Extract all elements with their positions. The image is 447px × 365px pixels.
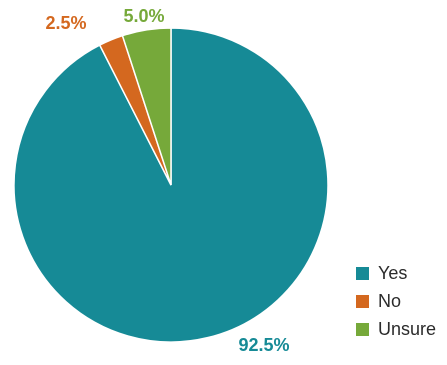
data-label-unsure: 5.0% [123, 6, 164, 26]
data-label-no: 2.5% [45, 13, 86, 33]
data-label-yes: 92.5% [238, 335, 289, 355]
legend-item-no: No [356, 287, 447, 315]
legend-item-yes: Yes [356, 259, 447, 287]
legend-label-yes: Yes [378, 263, 408, 283]
legend-label-unsure: Unsure [378, 319, 437, 339]
pie-slice-unsure [121, 27, 172, 186]
legend-swatch-yes [356, 266, 369, 280]
legend: Yes No Unsure [356, 259, 447, 343]
legend-item-unsure: Unsure [356, 315, 447, 343]
legend-swatch-no [356, 294, 369, 308]
legend-swatch-unsure [356, 322, 369, 336]
legend-label-no: No [378, 291, 402, 311]
